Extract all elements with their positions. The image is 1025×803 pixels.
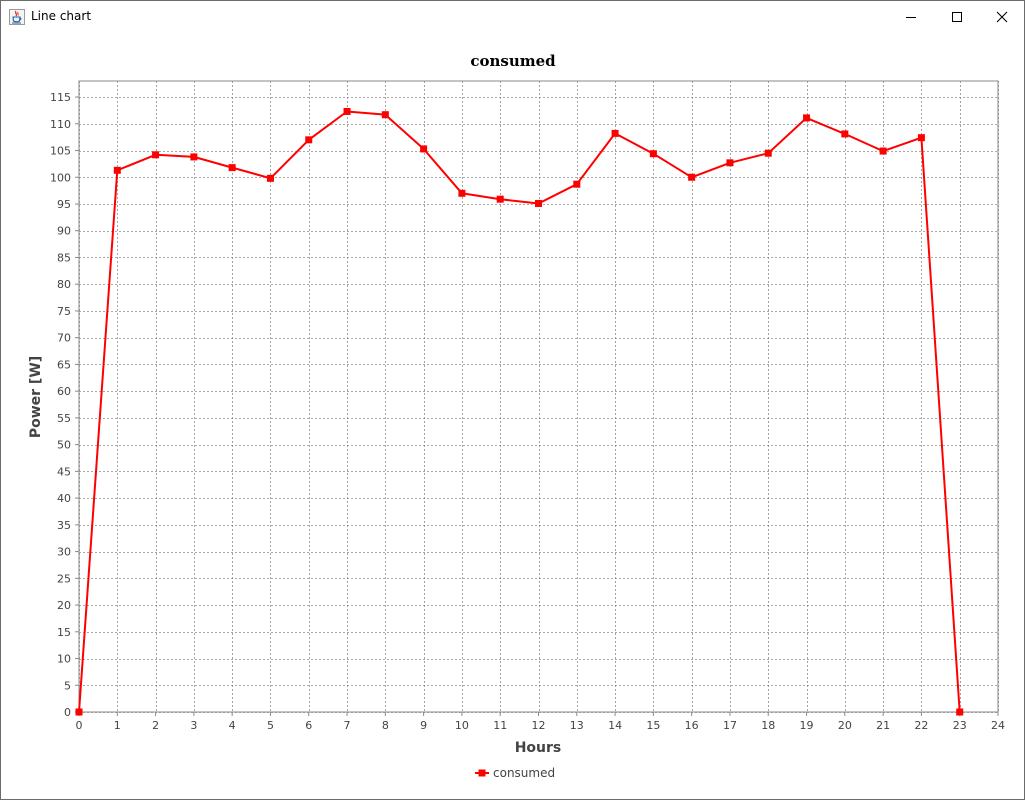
close-icon [996, 11, 1008, 22]
y-tick-label: 65 [57, 358, 71, 371]
x-tick-label: 6 [305, 719, 312, 732]
x-tick-label: 10 [455, 719, 469, 732]
x-tick-label: 7 [344, 719, 351, 732]
x-tick-label: 12 [532, 719, 546, 732]
data-point [75, 708, 83, 716]
y-tick-label: 70 [57, 332, 71, 345]
data-point [649, 150, 657, 158]
x-tick-label: 21 [876, 719, 890, 732]
y-tick-label: 110 [50, 118, 71, 131]
maximize-button[interactable] [934, 1, 980, 32]
legend-marker [478, 769, 486, 777]
y-tick-label: 5 [64, 679, 71, 692]
y-tick-label: 40 [57, 492, 71, 505]
data-point [190, 153, 198, 161]
java-cup-icon [9, 9, 25, 25]
data-point [305, 136, 313, 144]
y-tick-label: 85 [57, 251, 71, 264]
plot-area [78, 80, 999, 713]
x-axis-label: Hours [515, 740, 562, 756]
x-tick-label: 4 [229, 719, 236, 732]
data-point [917, 134, 925, 142]
x-tick-label: 14 [608, 719, 622, 732]
data-point [611, 129, 619, 137]
maximize-icon [952, 11, 962, 22]
y-tick-label: 115 [50, 91, 71, 104]
x-tick-label: 9 [420, 719, 427, 732]
x-tick-label: 5 [267, 719, 274, 732]
data-point [535, 199, 542, 207]
y-tick-label: 80 [57, 278, 71, 291]
y-tick-label: 75 [57, 305, 71, 318]
data-point [726, 159, 734, 167]
data-point [764, 149, 772, 157]
y-tick-label: 25 [57, 572, 71, 585]
data-point [420, 145, 428, 153]
minimize-icon [906, 16, 916, 18]
x-tick-label: 19 [800, 719, 814, 732]
chart-panel: consumed 0 5 10 15 20 25 30 35 40 45 50 55 60 65 70 75 8… [1, 32, 1024, 799]
x-tick-label: 0 [76, 719, 83, 732]
x-tick-label: 17 [723, 719, 737, 732]
y-tick-label: 60 [57, 385, 71, 398]
y-axis-ticks: 0 5 10 15 20 25 30 35 40 45 50 55 60 65 70 75 80 85 90 95 10… [50, 91, 79, 719]
y-tick-label: 15 [57, 626, 71, 639]
y-tick-label: 45 [57, 465, 71, 478]
y-tick-label: 10 [57, 653, 71, 666]
data-point [458, 189, 466, 197]
x-tick-label: 1 [114, 719, 121, 732]
x-axis-ticks: 0 1 2 3 4 5 6 7 8 9 10 11 12 13 14 15 16 17 18 19 20 21 22 23 24 [76, 712, 1005, 732]
y-tick-label: 0 [64, 706, 71, 719]
minimize-button[interactable] [888, 1, 934, 32]
y-tick-label: 20 [57, 599, 71, 612]
series-line [78, 110, 961, 713]
data-point [688, 173, 696, 181]
y-tick-label: 105 [50, 145, 71, 158]
data-point [113, 166, 121, 174]
y-tick-label: 50 [57, 439, 71, 452]
series-consumed [75, 107, 964, 716]
x-tick-label: 16 [685, 719, 699, 732]
window-title: Line chart [31, 9, 92, 23]
x-tick-label: 2 [152, 719, 159, 732]
y-tick-label: 90 [57, 225, 71, 238]
title-bar[interactable]: Line chart [1, 1, 1024, 32]
data-point [879, 147, 887, 155]
x-tick-label: 11 [493, 719, 507, 732]
x-tick-label: 23 [953, 719, 967, 732]
line-chart: consumed 0510152025303540455055606570758… [28, 52, 1005, 780]
y-tick-label: 55 [57, 412, 71, 425]
data-point [803, 114, 811, 122]
data-point [381, 111, 389, 119]
data-point [496, 195, 504, 203]
data-point [956, 708, 964, 716]
y-tick-label: 30 [57, 546, 71, 559]
data-point [266, 174, 274, 182]
y-tick-label: 100 [50, 171, 71, 184]
data-point [343, 107, 351, 115]
x-tick-label: 18 [761, 719, 775, 732]
x-tick-label: 8 [382, 719, 389, 732]
x-tick-label: 3 [190, 719, 197, 732]
close-button[interactable] [979, 1, 1025, 32]
data-point [152, 151, 160, 159]
grid [79, 81, 999, 713]
data-point [573, 180, 581, 188]
x-tick-label: 15 [646, 719, 660, 732]
x-tick-label: 24 [991, 719, 1005, 732]
x-tick-label: 22 [914, 719, 928, 732]
chart-title: consumed [470, 52, 556, 70]
legend-label: consumed [493, 766, 555, 780]
data-point [228, 164, 236, 172]
x-tick-label: 20 [838, 719, 852, 732]
y-tick-label: 95 [57, 198, 71, 211]
x-tick-label: 13 [570, 719, 584, 732]
legend: consumed [475, 766, 555, 780]
data-point [841, 130, 849, 138]
y-axis-label: Power [W] [28, 356, 44, 438]
y-tick-label: 35 [57, 519, 71, 532]
